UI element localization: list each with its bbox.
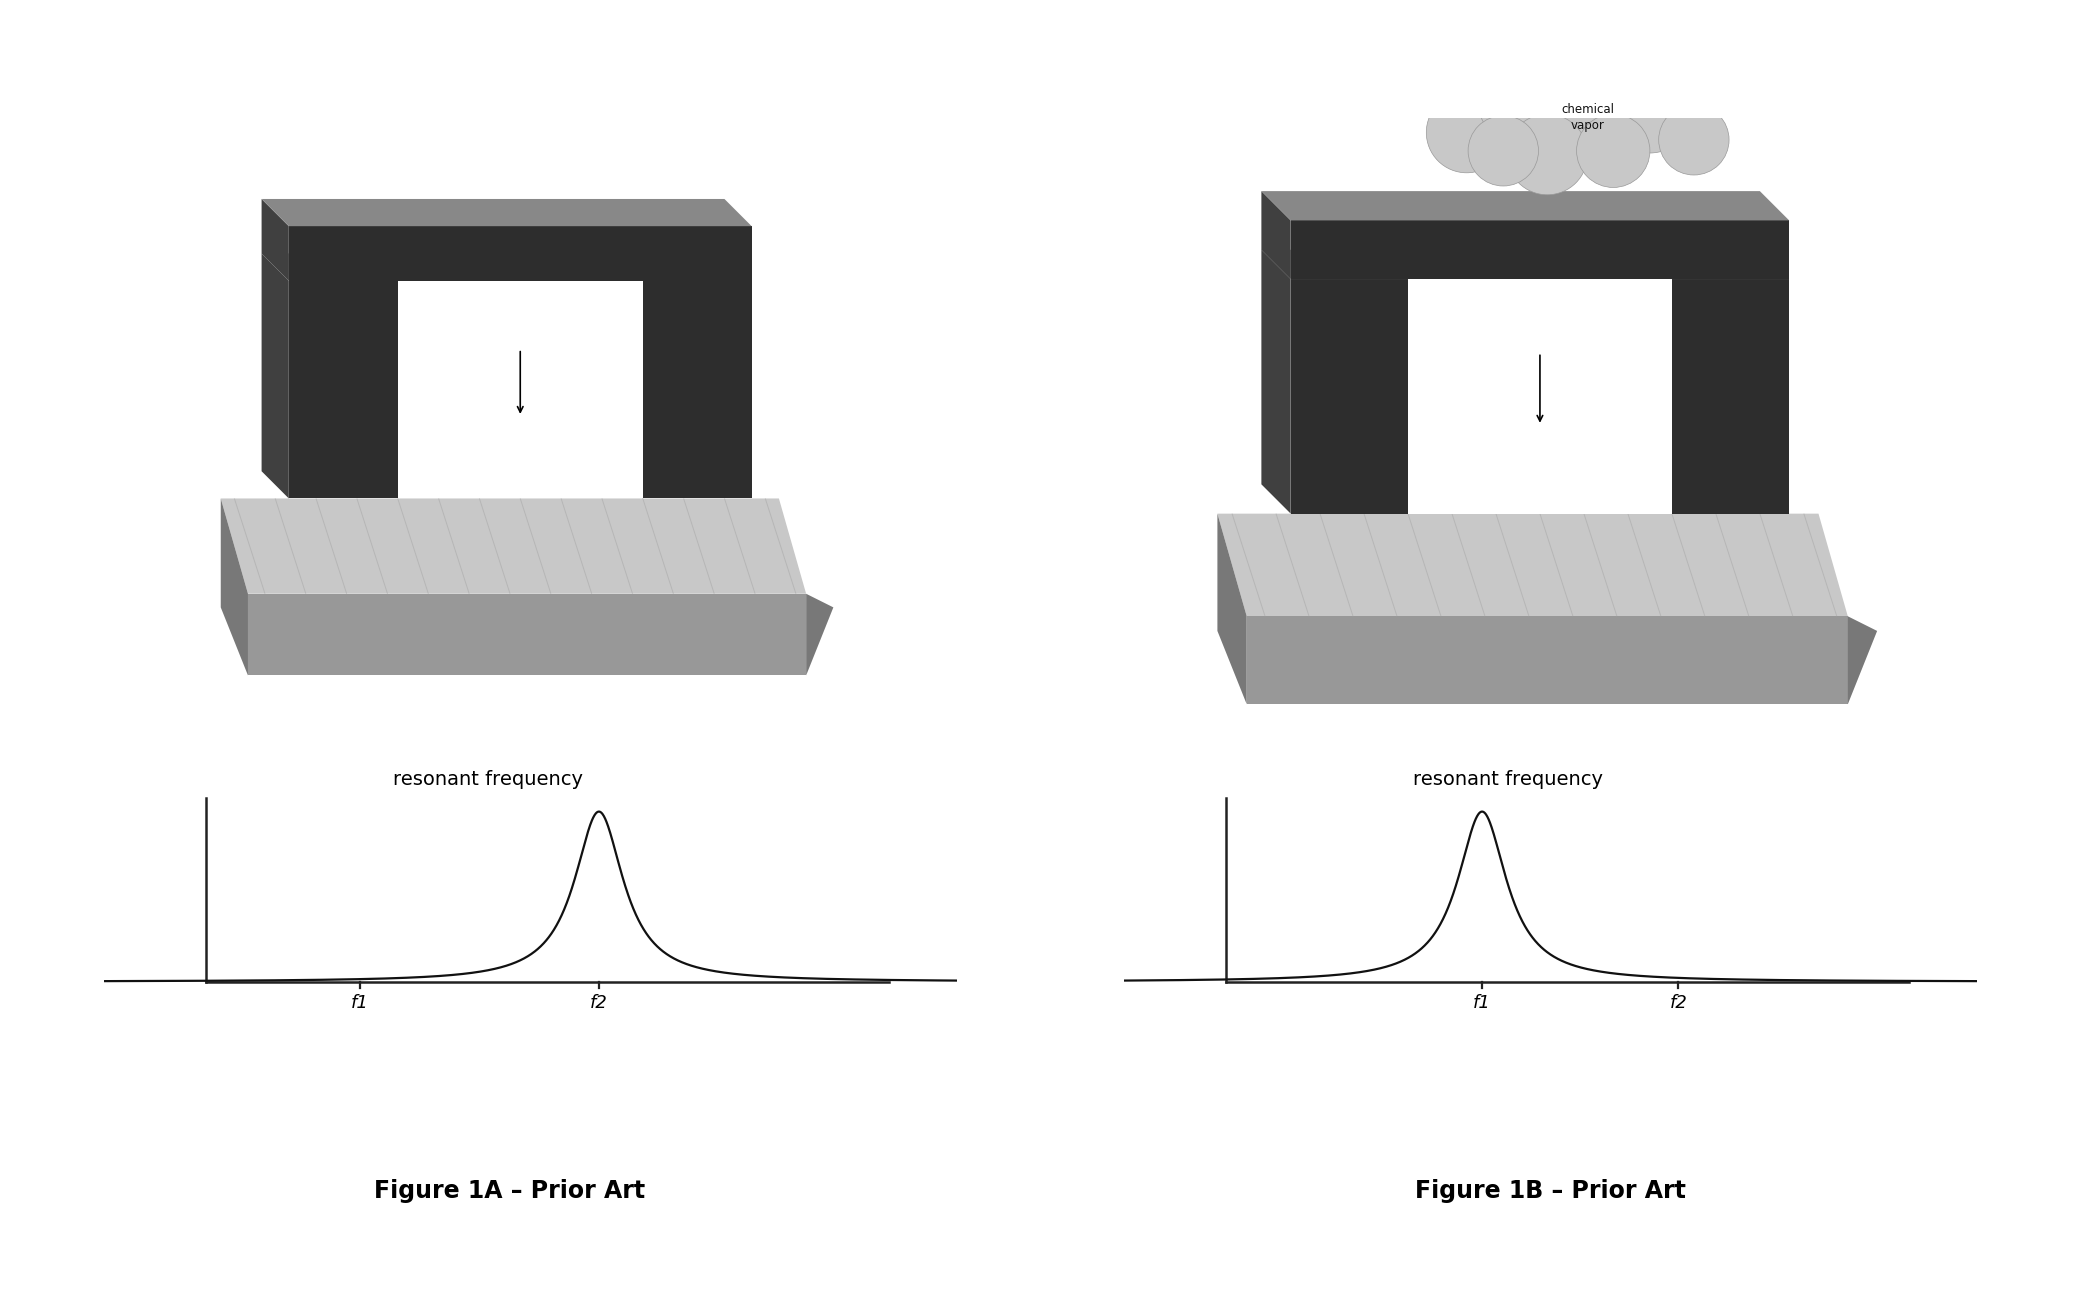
Circle shape	[1425, 92, 1507, 173]
Polygon shape	[262, 199, 751, 226]
Polygon shape	[248, 594, 805, 675]
Polygon shape	[1217, 513, 1247, 704]
Text: f1: f1	[352, 994, 368, 1012]
Circle shape	[1540, 37, 1642, 140]
Polygon shape	[262, 199, 289, 280]
Polygon shape	[1290, 279, 1409, 513]
Text: f2: f2	[591, 994, 608, 1012]
Text: Figure 1A – Prior Art: Figure 1A – Prior Art	[375, 1179, 645, 1203]
Polygon shape	[1247, 617, 1848, 704]
Polygon shape	[1409, 279, 1671, 513]
Polygon shape	[289, 280, 397, 499]
Text: f2: f2	[1669, 994, 1688, 1012]
Circle shape	[1577, 114, 1650, 187]
Polygon shape	[1290, 220, 1790, 279]
Polygon shape	[805, 594, 832, 675]
Circle shape	[1478, 52, 1573, 147]
Polygon shape	[262, 254, 397, 280]
Polygon shape	[289, 226, 751, 280]
Polygon shape	[616, 254, 751, 280]
Text: resonant frequency: resonant frequency	[1413, 770, 1602, 789]
Polygon shape	[1261, 250, 1290, 513]
Polygon shape	[221, 499, 248, 675]
Text: chemical
vapor: chemical vapor	[1561, 103, 1615, 132]
Circle shape	[1507, 114, 1588, 195]
Polygon shape	[1642, 250, 1790, 279]
Text: resonant frequency: resonant frequency	[393, 770, 583, 789]
Polygon shape	[397, 280, 643, 499]
Circle shape	[1607, 68, 1692, 153]
Polygon shape	[616, 254, 643, 499]
Text: f1: f1	[1473, 994, 1490, 1012]
Polygon shape	[1642, 250, 1671, 513]
Polygon shape	[643, 280, 751, 499]
Polygon shape	[1261, 191, 1790, 220]
Circle shape	[1659, 105, 1729, 175]
Polygon shape	[1217, 513, 1848, 617]
Polygon shape	[262, 254, 289, 499]
Polygon shape	[1848, 617, 1877, 704]
Polygon shape	[221, 499, 805, 594]
Polygon shape	[1671, 279, 1790, 513]
Circle shape	[1467, 115, 1538, 186]
Polygon shape	[1261, 250, 1409, 279]
Polygon shape	[1261, 191, 1290, 279]
Text: Figure 1B – Prior Art: Figure 1B – Prior Art	[1415, 1179, 1686, 1203]
